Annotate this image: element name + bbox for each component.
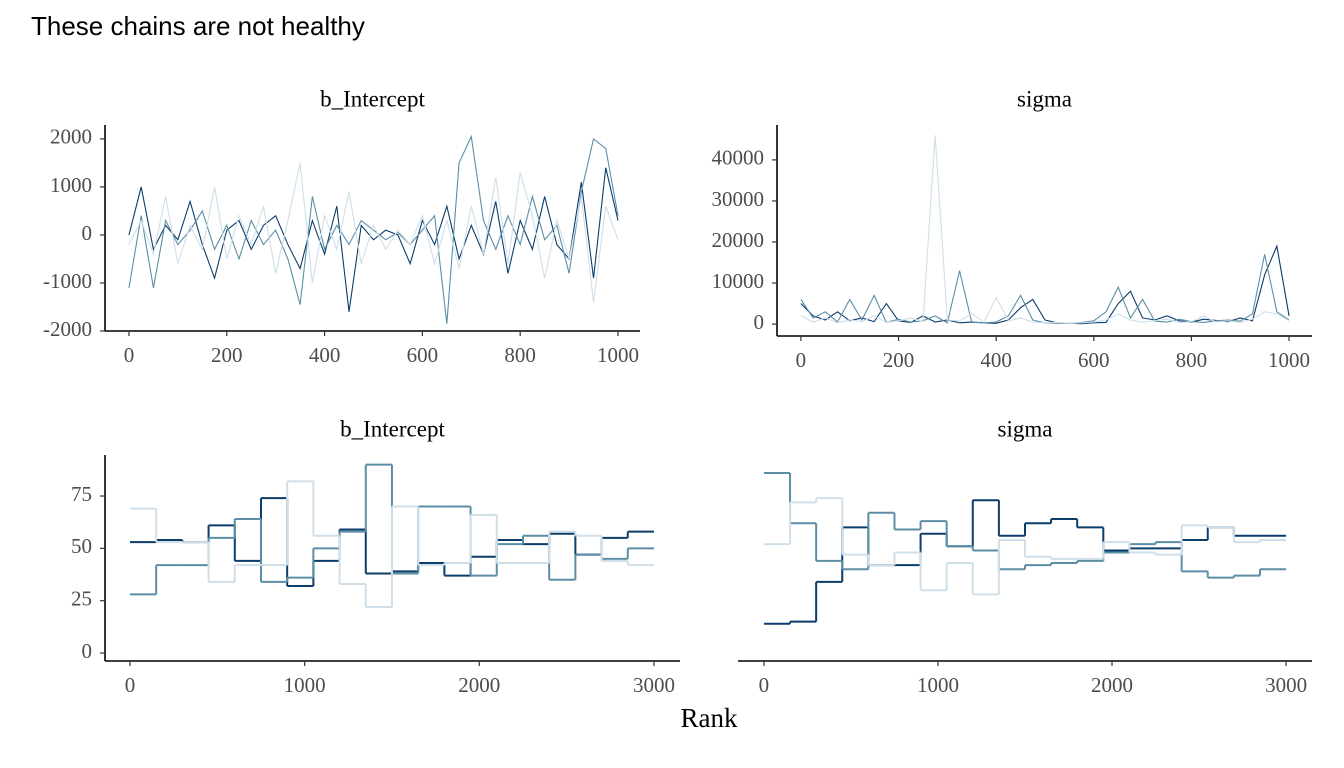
y-tick-label: -2000 [43,317,92,341]
panel-title: sigma [1017,86,1072,111]
x-tick-label: 2000 [458,673,500,697]
x-tick-label: 600 [1078,348,1110,372]
y-tick-label: 2000 [50,125,92,149]
x-tick-label: 400 [309,343,341,367]
x-tick-label: 1000 [1268,348,1310,372]
x-tick-label: 400 [980,348,1012,372]
trace-line [800,244,1290,325]
y-tick-label: 30000 [712,187,765,211]
y-tick-label: -1000 [43,269,92,293]
x-tick-label: 0 [796,348,807,372]
y-tick-label: 20000 [712,228,765,252]
trace-line [128,167,619,312]
y-tick-label: 0 [82,221,93,245]
x-tick-label: 2000 [1091,673,1133,697]
trace-line [800,254,1290,325]
x-tick-label: 1000 [917,673,959,697]
panel-title: b_Intercept [340,416,445,441]
trace-line [128,134,619,324]
trace-line [800,135,1290,324]
x-tick-label: 0 [124,343,135,367]
y-tick-label: 25 [71,587,92,611]
y-tick-label: 1000 [50,173,92,197]
y-tick-label: 10000 [712,269,765,293]
x-tick-label: 200 [211,343,243,367]
y-tick-label: 75 [71,482,92,506]
y-tick-label: 0 [754,310,765,334]
trace-line [128,162,619,303]
x-tick-label: 800 [504,343,536,367]
panel-title: b_Intercept [320,86,425,111]
x-tick-label: 600 [407,343,439,367]
x-tick-label: 3000 [633,673,675,697]
y-tick-label: 0 [82,639,93,663]
x-axis-label: Rank [681,703,738,733]
x-tick-label: 200 [883,348,915,372]
x-tick-label: 800 [1176,348,1208,372]
x-tick-label: 1000 [597,343,639,367]
x-tick-label: 0 [125,673,136,697]
y-tick-label: 40000 [712,146,765,170]
page-title: These chains are not healthy [31,11,365,41]
x-tick-label: 1000 [284,673,326,697]
panel-title: sigma [998,416,1053,441]
x-tick-label: 0 [759,673,770,697]
x-tick-label: 3000 [1265,673,1307,697]
y-tick-label: 50 [71,534,92,558]
